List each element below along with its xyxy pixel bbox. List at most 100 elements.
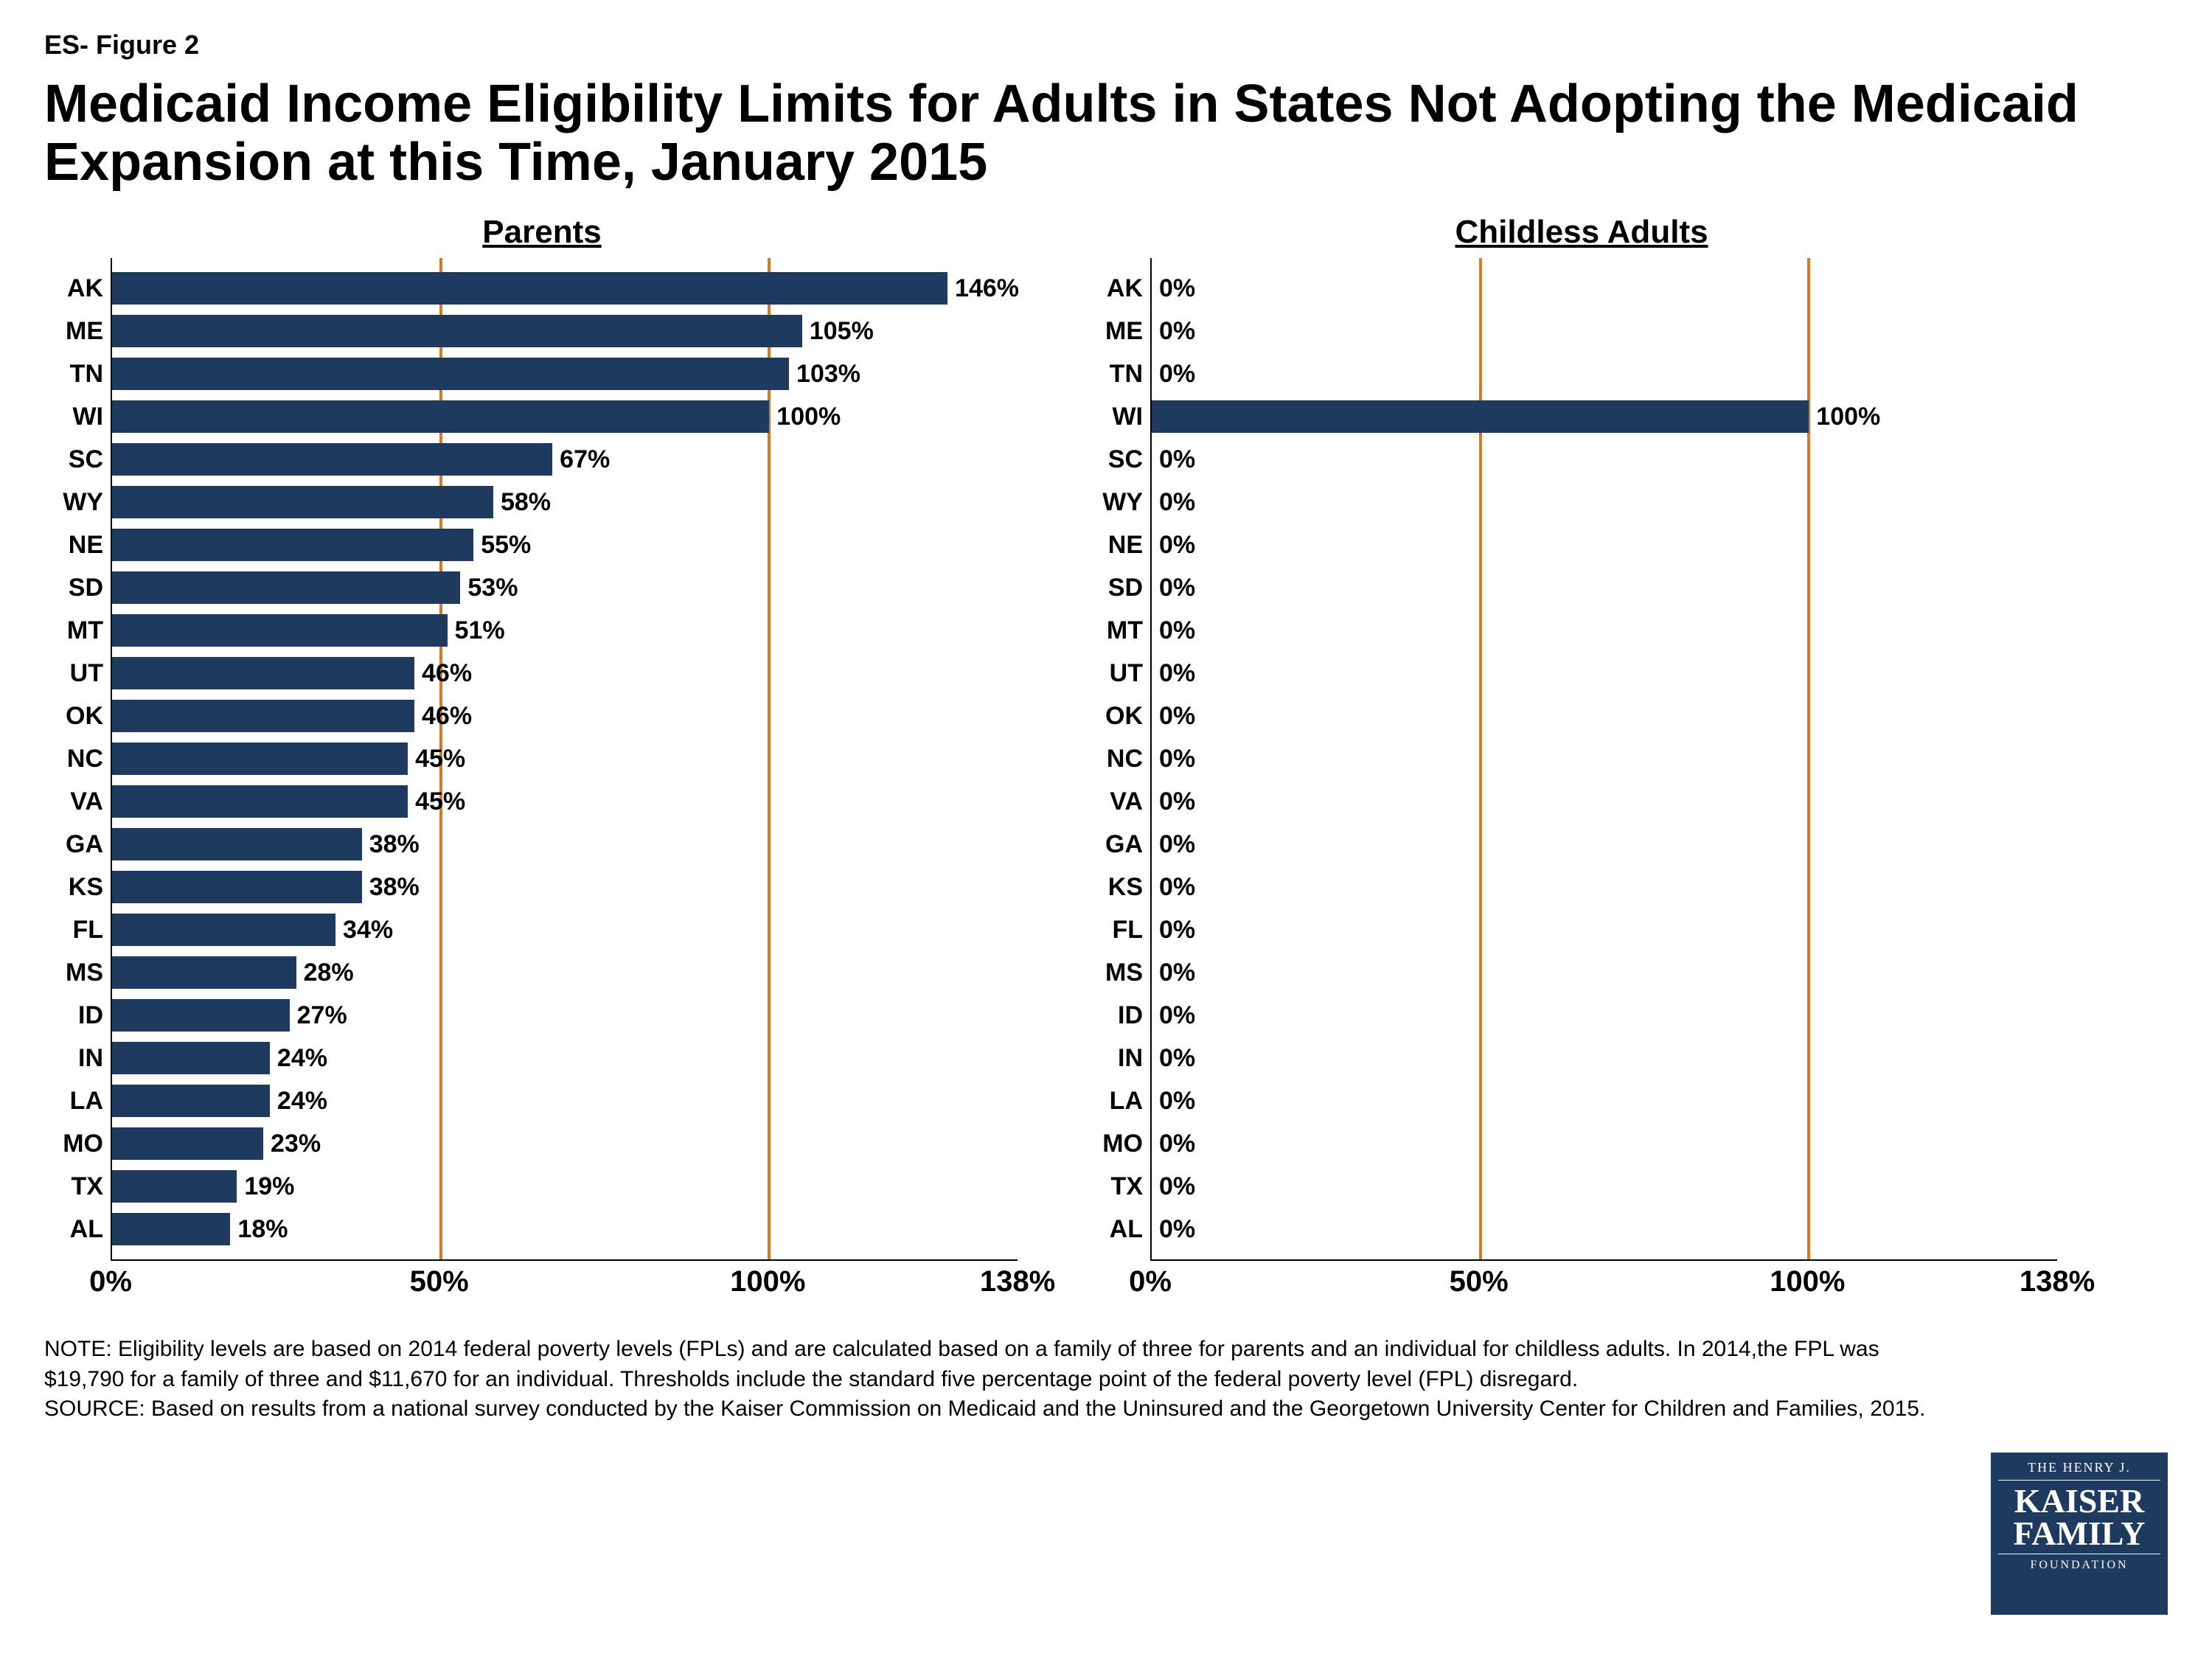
- logo-line2b: FAMILY: [1998, 1517, 2160, 1550]
- bar-row: NE0%: [1152, 524, 2059, 566]
- state-label: MT: [67, 616, 112, 645]
- x-tick: 138%: [2020, 1265, 2095, 1298]
- state-label: ID: [1118, 1001, 1152, 1030]
- bar-row: MS28%: [112, 951, 1019, 994]
- bar-value: 0%: [1159, 531, 1195, 560]
- bar: [112, 828, 362, 860]
- x-tick: 0%: [89, 1265, 132, 1298]
- bar: [112, 1213, 230, 1245]
- bar-row: UT0%: [1152, 652, 2059, 695]
- bar-row: SD53%: [112, 566, 1019, 609]
- state-label: UT: [1110, 659, 1152, 688]
- bar: [112, 400, 769, 433]
- bar-value: 0%: [1159, 445, 1195, 474]
- bar: [112, 1127, 263, 1160]
- bar-row: MO0%: [1152, 1122, 2059, 1165]
- bar-row: TX0%: [1152, 1165, 2059, 1208]
- bar-value: 34%: [343, 916, 393, 945]
- state-label: TN: [70, 360, 112, 389]
- state-label: OK: [1105, 702, 1152, 731]
- bar-value: 0%: [1159, 787, 1195, 816]
- bar-value: 0%: [1159, 959, 1195, 987]
- state-label: VA: [70, 787, 112, 816]
- bar-row: MS0%: [1152, 951, 2059, 994]
- state-label: VA: [1110, 787, 1152, 816]
- bar-row: WI100%: [1152, 395, 2059, 438]
- bar: [112, 956, 296, 989]
- bar-row: WY58%: [112, 481, 1019, 524]
- state-label: OK: [66, 702, 112, 731]
- bar-row: NC45%: [112, 737, 1019, 780]
- state-label: AL: [70, 1215, 112, 1244]
- bar-value: 0%: [1159, 830, 1195, 859]
- bar-value: 45%: [415, 745, 465, 773]
- bar-value: 24%: [277, 1087, 327, 1116]
- bar-row: UT46%: [112, 652, 1019, 695]
- bar: [112, 742, 408, 775]
- bar-row: MT51%: [112, 609, 1019, 652]
- bar-value: 0%: [1159, 659, 1195, 688]
- bar-row: ME105%: [112, 310, 1019, 352]
- bar-row: AL0%: [1152, 1208, 2059, 1251]
- xaxis-parents: 0%50%100%138%: [111, 1261, 1018, 1305]
- chart-title: Medicaid Income Eligibility Limits for A…: [44, 75, 2168, 192]
- bar-row: GA0%: [1152, 823, 2059, 866]
- series-title-parents: Parents: [44, 214, 1040, 251]
- bar: [1152, 400, 1809, 433]
- state-label: FL: [72, 916, 112, 945]
- x-tick: 138%: [980, 1265, 1055, 1298]
- bar: [112, 700, 414, 732]
- plot-parents: AK146%ME105%TN103%WI100%SC67%WY58%NE55%S…: [111, 258, 1018, 1261]
- bar-value: 24%: [277, 1044, 327, 1073]
- state-label: NC: [67, 745, 112, 773]
- state-label: GA: [1105, 830, 1152, 859]
- bar-value: 0%: [1159, 916, 1195, 945]
- bar: [112, 999, 290, 1032]
- bar-value: 38%: [369, 873, 420, 902]
- bar-value: 0%: [1159, 360, 1195, 389]
- bar-value: 45%: [415, 787, 465, 816]
- bar-value: 27%: [297, 1001, 347, 1030]
- bar: [112, 1170, 237, 1203]
- bar-value: 0%: [1159, 1215, 1195, 1244]
- state-label: TX: [72, 1172, 112, 1201]
- bar-row: MO23%: [112, 1122, 1019, 1165]
- state-label: SD: [69, 574, 112, 602]
- state-label: NC: [1107, 745, 1152, 773]
- x-tick: 0%: [1129, 1265, 1172, 1298]
- state-label: WY: [1102, 488, 1152, 517]
- bar-value: 46%: [422, 702, 472, 731]
- bar: [112, 272, 947, 305]
- bar-row: TN103%: [112, 352, 1019, 395]
- kff-logo: THE HENRY J. KAISER FAMILY FOUNDATION: [1991, 1453, 2168, 1615]
- bar-value: 0%: [1159, 1130, 1195, 1158]
- bar-value: 0%: [1159, 317, 1195, 346]
- figure-label: ES- Figure 2: [44, 29, 2168, 60]
- x-tick: 100%: [1770, 1265, 1845, 1298]
- state-label: WI: [1112, 403, 1152, 431]
- bar-row: AK146%: [112, 267, 1019, 310]
- bar-row: VA45%: [112, 780, 1019, 823]
- state-label: MT: [1107, 616, 1152, 645]
- bar: [112, 1085, 270, 1117]
- bar-row: AL18%: [112, 1208, 1019, 1251]
- state-label: GA: [66, 830, 112, 859]
- state-label: MS: [66, 959, 112, 987]
- state-label: IN: [1118, 1044, 1152, 1073]
- bar-value: 0%: [1159, 1044, 1195, 1073]
- state-label: TX: [1111, 1172, 1152, 1201]
- state-label: ME: [66, 317, 112, 346]
- bar-row: FL0%: [1152, 908, 2059, 951]
- bar-row: WI100%: [112, 395, 1019, 438]
- plot-childless: AK0%ME0%TN0%WI100%SC0%WY0%NE0%SD0%MT0%UT…: [1150, 258, 2057, 1261]
- bar-value: 0%: [1159, 616, 1195, 645]
- state-label: TN: [1110, 360, 1152, 389]
- state-label: MS: [1105, 959, 1152, 987]
- bar-value: 0%: [1159, 745, 1195, 773]
- bar-value: 51%: [455, 616, 505, 645]
- bar-row: NE55%: [112, 524, 1019, 566]
- xaxis-childless: 0%50%100%138%: [1150, 1261, 2057, 1305]
- bar-row: LA0%: [1152, 1079, 2059, 1122]
- bar-value: 0%: [1159, 702, 1195, 731]
- bar-value: 0%: [1159, 1172, 1195, 1201]
